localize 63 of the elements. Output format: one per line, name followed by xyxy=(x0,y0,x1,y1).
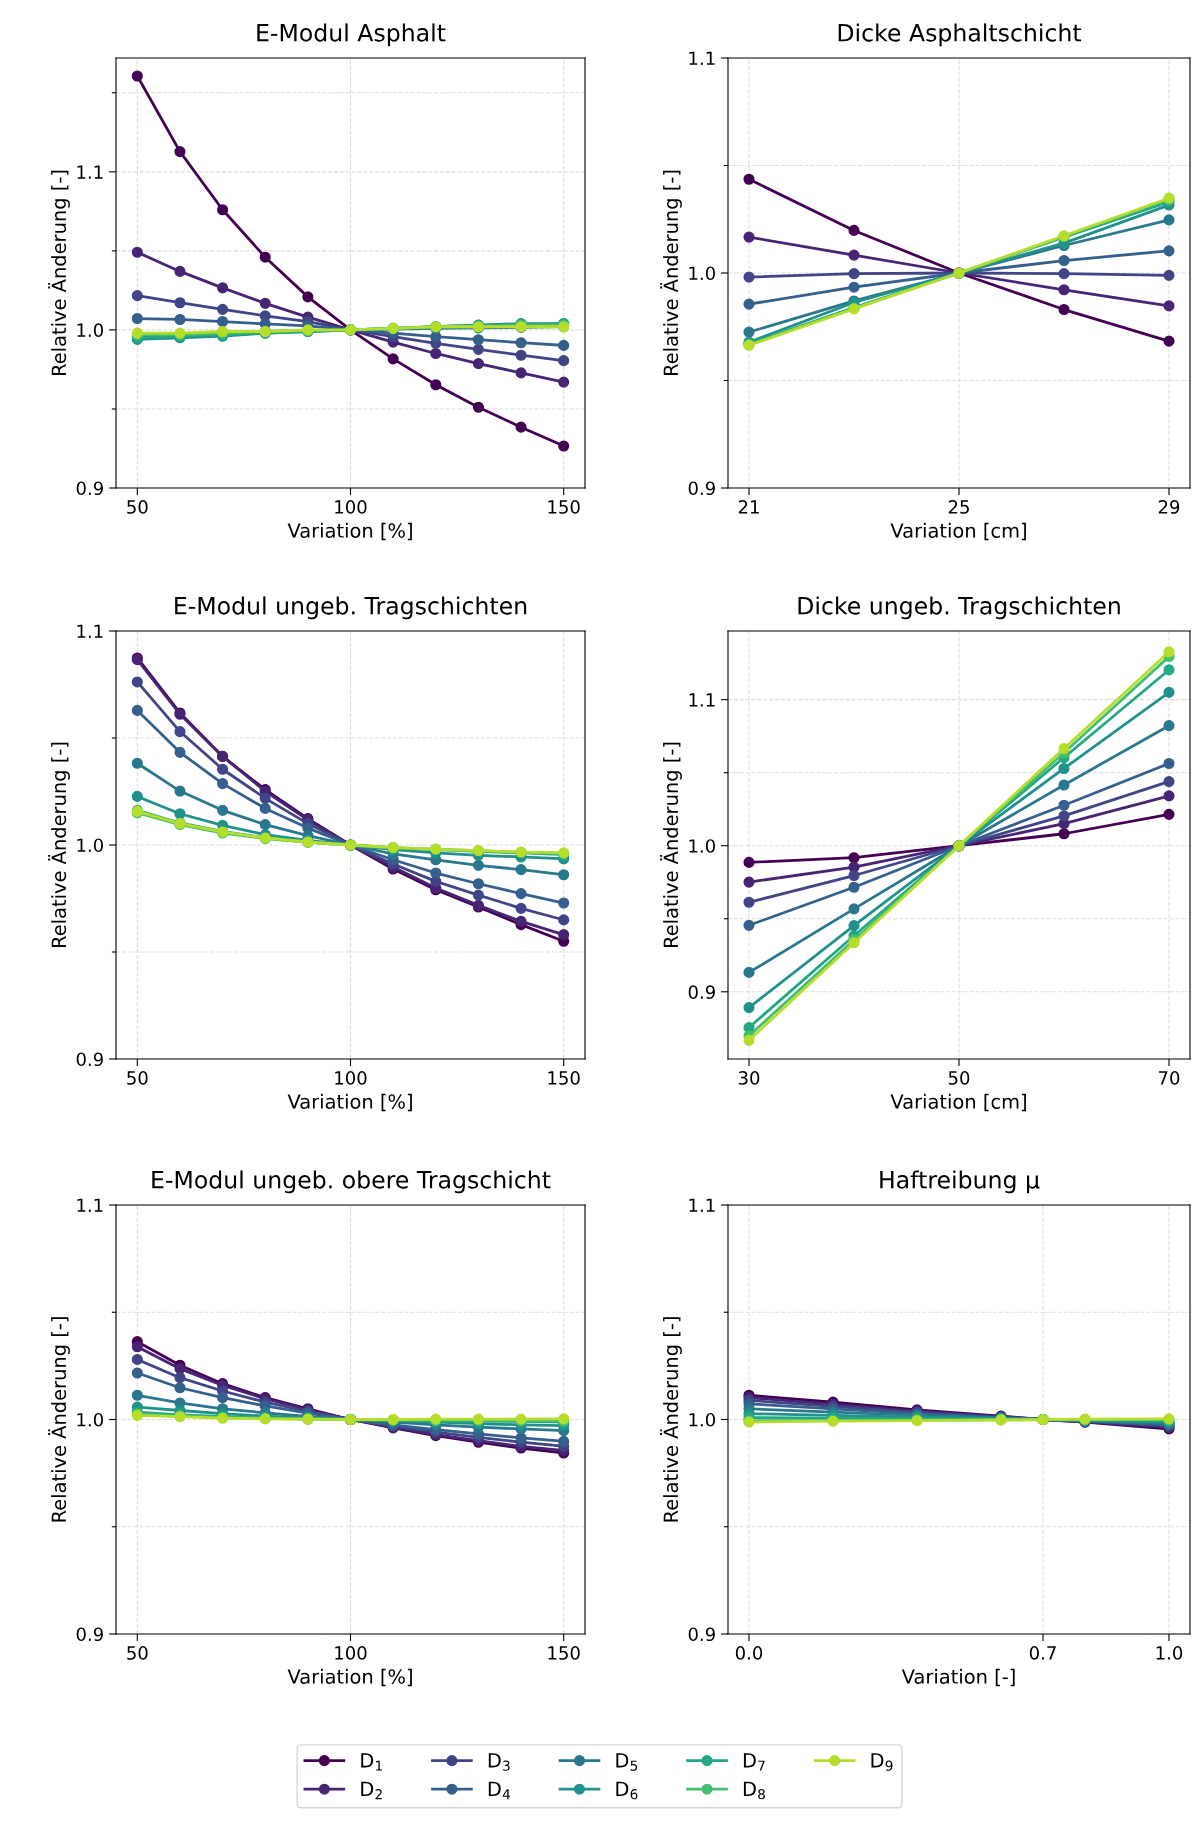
x-axis-title: Variation [%] xyxy=(287,1668,412,1687)
x-tick-label: 70 xyxy=(1158,1071,1180,1085)
chart-title: Haftreibung μ xyxy=(880,1170,1040,1194)
y-tick-label: 0.9 xyxy=(688,985,715,999)
x-tick-label: 1.0 xyxy=(1156,1646,1183,1660)
legend-label: D$_{8}$ xyxy=(743,1781,765,1800)
x-axis-title: Variation [-] xyxy=(901,1668,1015,1687)
chart-title: Dicke Asphaltschicht xyxy=(838,23,1082,47)
legend-label: D$_{3}$ xyxy=(488,1753,510,1771)
chart-title: Dicke ungeb. Tragschichten xyxy=(798,596,1120,620)
y-tick-label: 1.0 xyxy=(77,1412,103,1427)
chart-title: E-Modul ungeb. Tragschichten xyxy=(175,596,527,620)
x-tick-label: 100 xyxy=(335,1646,367,1660)
y-tick-label: 0.9 xyxy=(76,481,103,496)
x-tick-label: 150 xyxy=(548,1646,580,1660)
x-tick-label: 150 xyxy=(548,500,580,514)
legend-label: D$_{7}$ xyxy=(743,1753,765,1771)
y-tick-label: 1.0 xyxy=(689,266,715,281)
x-tick-label: 25 xyxy=(948,500,969,514)
y-tick-label: 1.0 xyxy=(77,838,103,853)
legend-label: D$_{6}$ xyxy=(616,1781,638,1800)
y-axis-title: Relative Änderung [-] xyxy=(48,170,70,376)
x-tick-label: 0.0 xyxy=(735,1646,763,1660)
legend-label: D$_{2}$ xyxy=(361,1781,382,1800)
y-tick-label: 1.1 xyxy=(77,624,103,638)
x-axis-title: Variation [cm] xyxy=(890,1093,1026,1112)
legend-label: D$_{1}$ xyxy=(361,1753,382,1771)
legend-label: D$_{5}$ xyxy=(616,1753,638,1771)
y-tick-label: 0.9 xyxy=(76,1627,103,1642)
y-tick-label: 1.1 xyxy=(689,693,715,707)
y-tick-label: 1.0 xyxy=(689,839,715,853)
y-tick-label: 1.1 xyxy=(689,51,715,65)
y-tick-label: 1.1 xyxy=(689,1198,715,1212)
x-tick-label: 100 xyxy=(335,500,367,514)
y-tick-label: 0.9 xyxy=(688,481,715,496)
x-tick-label: 50 xyxy=(948,1071,970,1085)
x-tick-label: 21 xyxy=(738,500,759,514)
y-axis-title: Relative Änderung [-] xyxy=(48,1317,70,1522)
x-tick-label: 30 xyxy=(738,1071,760,1085)
x-tick-label: 29 xyxy=(1158,500,1180,514)
y-tick-label: 1.1 xyxy=(77,1198,103,1212)
y-tick-label: 1.1 xyxy=(77,165,103,179)
y-axis-title: Relative Änderung [-] xyxy=(660,742,682,948)
legend-label: D$_{4}$ xyxy=(488,1781,510,1800)
legend-label: D$_{9}$ xyxy=(871,1753,893,1771)
y-tick-label: 1.0 xyxy=(77,323,103,338)
y-axis-title: Relative Änderung [-] xyxy=(660,1317,682,1522)
x-tick-label: 100 xyxy=(335,1071,367,1085)
y-axis-title: Relative Änderung [-] xyxy=(660,170,682,376)
y-tick-label: 0.9 xyxy=(688,1627,715,1642)
x-axis-title: Variation [cm] xyxy=(890,522,1026,541)
y-tick-label: 0.9 xyxy=(76,1052,103,1067)
y-tick-label: 1.0 xyxy=(689,1412,715,1427)
x-axis-title: Variation [%] xyxy=(287,1093,412,1112)
x-tick-label: 150 xyxy=(548,1071,580,1085)
x-tick-label: 0.7 xyxy=(1029,1646,1056,1660)
y-axis-title: Relative Änderung [-] xyxy=(48,742,70,948)
chart-title: E-Modul ungeb. obere Tragschicht xyxy=(152,1170,551,1194)
chart-title: E-Modul Asphalt xyxy=(257,23,446,47)
x-tick-label: 50 xyxy=(127,500,148,514)
x-tick-label: 50 xyxy=(127,1071,148,1085)
x-axis-title: Variation [%] xyxy=(287,522,412,541)
x-tick-label: 50 xyxy=(127,1646,148,1660)
